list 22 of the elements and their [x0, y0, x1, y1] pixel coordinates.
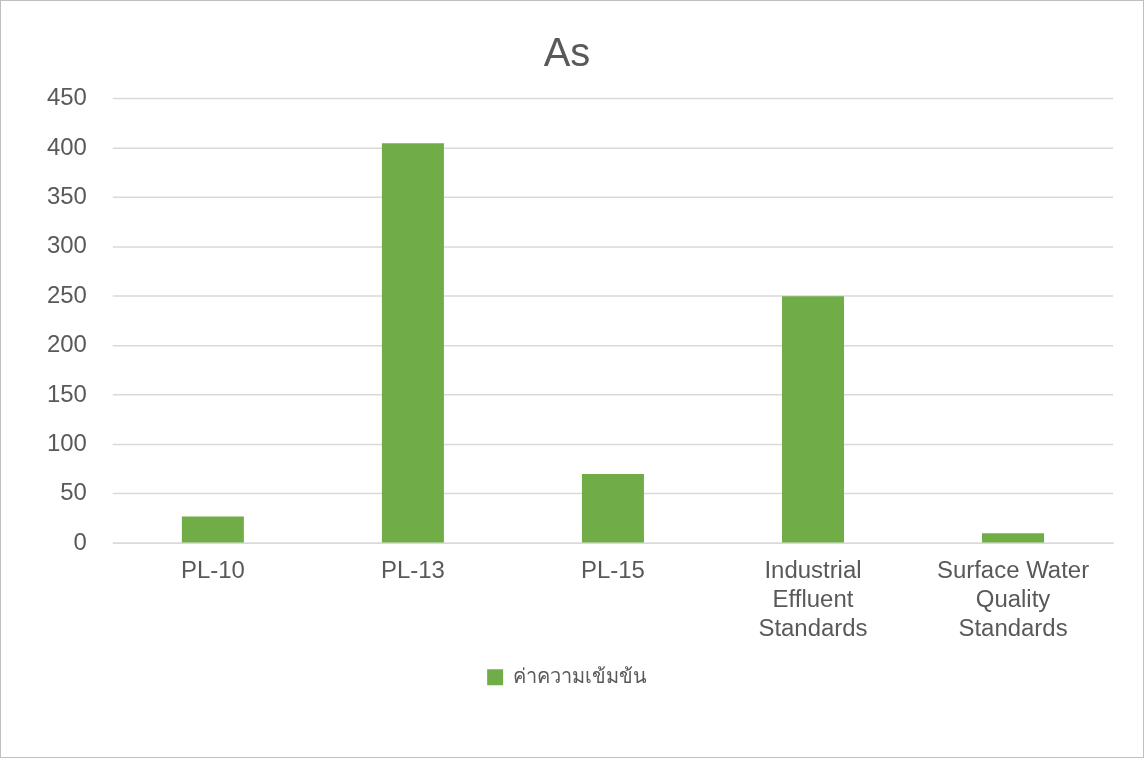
y-tick-label: 350: [46, 182, 87, 210]
x-tick-label: Surface Water Quality Standards: [936, 556, 1090, 641]
x-tick-label: PL-13: [380, 556, 445, 584]
y-tick-label: 150: [46, 379, 87, 407]
y-tick-label: 250: [46, 280, 87, 308]
y-tick-label: 100: [46, 429, 87, 457]
y-tick-label: 0: [73, 527, 87, 555]
bar: [982, 533, 1045, 543]
y-tick-label: 400: [46, 132, 87, 160]
y-tick-label: 200: [46, 330, 87, 358]
bar: [381, 143, 444, 543]
y-tick-label: 300: [46, 231, 87, 259]
y-tick-label: 50: [60, 478, 87, 506]
x-tick-label: PL-10: [180, 556, 245, 584]
bar: [581, 474, 644, 543]
bar: [181, 516, 244, 543]
legend-label: ค่าความเข้มข้น: [513, 664, 648, 687]
y-tick-label: 450: [46, 83, 87, 111]
x-tick-label: Industrial Effluent Standards: [758, 556, 868, 641]
bar: [781, 296, 844, 543]
chart-title: As: [543, 29, 591, 74]
x-tick-label: PL-15: [580, 556, 645, 584]
